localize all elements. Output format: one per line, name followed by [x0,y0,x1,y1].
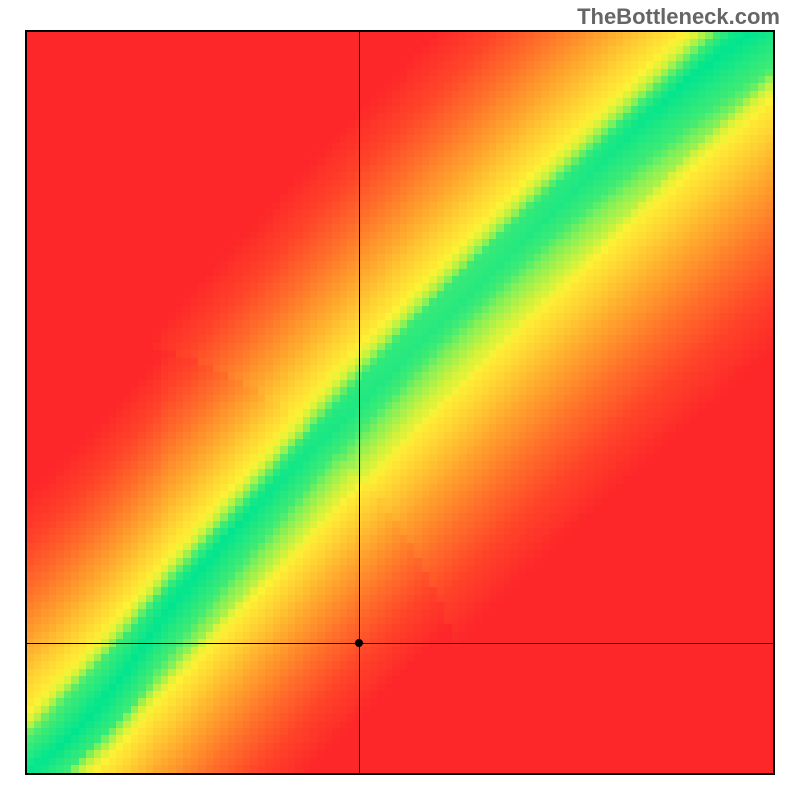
marker-dot [355,639,363,647]
chart-container: TheBottleneck.com [0,0,800,800]
watermark-text: TheBottleneck.com [577,4,780,30]
heatmap-plot [25,30,775,775]
crosshair-horizontal [27,643,773,644]
crosshair-vertical [359,32,360,773]
heatmap-canvas [27,32,773,773]
